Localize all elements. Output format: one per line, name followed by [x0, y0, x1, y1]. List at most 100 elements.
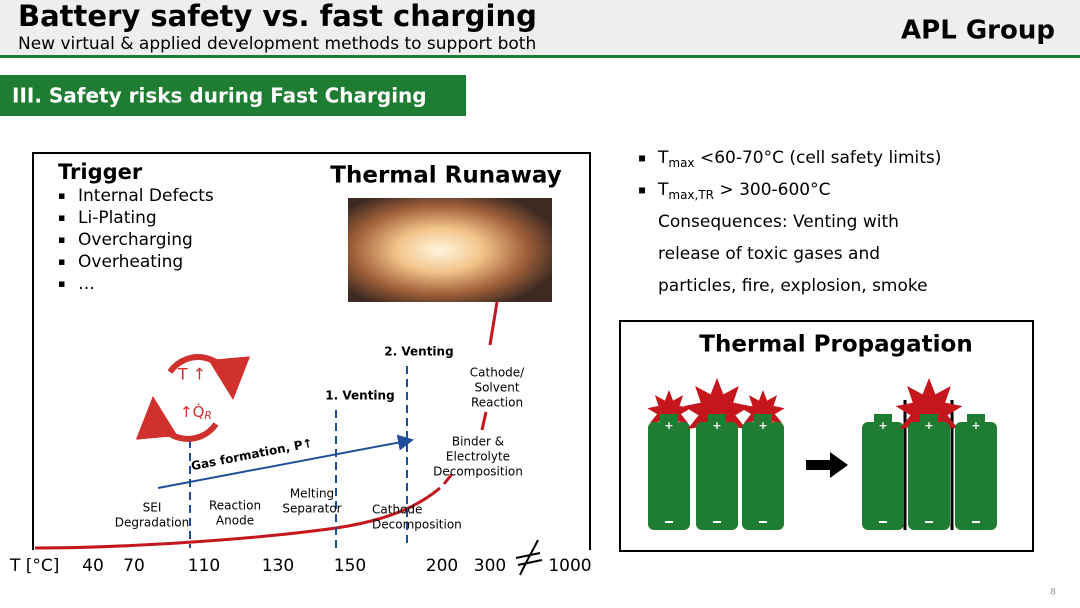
event-label: Reaction — [471, 396, 523, 410]
cell-minus — [925, 521, 933, 523]
fire-burst — [741, 390, 785, 433]
propagation-arrow — [806, 452, 848, 478]
cell-minus — [879, 521, 887, 523]
subtitle: New virtual & applied development method… — [18, 34, 536, 54]
battery-cell — [696, 422, 738, 530]
cycle-arrow — [135, 396, 219, 442]
propagation-title: Thermal Propagation — [699, 332, 972, 358]
trigger-title: Trigger — [58, 160, 143, 184]
event-label: Cathode/ — [470, 366, 525, 380]
cell-plus: + — [664, 419, 673, 432]
venting-label: 2. Venting — [384, 345, 453, 359]
limit-item: Tmax <60-70°C (cell safety limits) — [657, 148, 941, 170]
cell-cap — [967, 414, 985, 424]
gas-label: Gas formation, P↑ — [190, 436, 314, 473]
section-banner — [0, 75, 466, 116]
event-label: Separator — [282, 502, 341, 516]
axis-tick-label: 300 — [474, 556, 506, 576]
consequence-line: Consequences: Venting with — [658, 212, 899, 232]
cell-minus — [759, 521, 767, 523]
limit-rest: > 300-600°C — [714, 180, 830, 200]
fire-burst — [647, 390, 691, 433]
fire-burst — [683, 378, 751, 444]
limit-main: T — [657, 180, 669, 200]
consequence-line: release of toxic gases and — [658, 244, 880, 264]
cycle-bottom: ↑Q̇R — [180, 402, 212, 422]
event-label: Melting — [290, 487, 334, 501]
section-title: III. Safety risks during Fast Charging — [12, 84, 427, 108]
bullet: ▪ — [58, 189, 65, 202]
page-number: 8 — [1050, 588, 1056, 598]
cell-cap — [874, 414, 892, 424]
curve-dash — [480, 411, 488, 431]
title: Battery safety vs. fast charging — [18, 0, 537, 33]
cell-minus — [972, 521, 980, 523]
battery-cell — [862, 422, 904, 530]
cycle-bottom-main: ↑Q̇ — [180, 402, 204, 421]
cell-minus — [713, 521, 721, 523]
event-label: Reaction — [209, 499, 261, 513]
curve-dash — [488, 301, 499, 346]
event-label: SEI — [143, 501, 162, 515]
cell-plus: + — [971, 419, 980, 432]
axis-tick-label: 130 — [262, 556, 294, 576]
temperature-curve — [34, 486, 441, 550]
event-label: Decomposition — [372, 518, 462, 532]
header-bg — [0, 0, 1080, 55]
axis-label: T [°C] — [9, 556, 59, 576]
trigger-item: Li-Plating — [78, 208, 157, 228]
trigger-item: … — [78, 274, 95, 294]
event-label: Cathode — [372, 503, 422, 517]
battery-cell — [742, 422, 784, 530]
event-label: Degradation — [115, 516, 189, 530]
limit-sub: max,TR — [668, 188, 714, 202]
axis-break — [515, 539, 543, 576]
cell-plus: + — [924, 419, 933, 432]
propagation-frame — [619, 320, 1034, 552]
runaway-photo — [348, 198, 552, 302]
event-label: Solvent — [474, 381, 519, 395]
bullet: ▪ — [638, 183, 646, 197]
bullet: ▪ — [58, 277, 65, 290]
axis-tick-label: 1000 — [548, 556, 591, 576]
cell-plus: + — [878, 419, 887, 432]
fire-burst — [895, 378, 963, 444]
battery-cell — [908, 422, 950, 530]
cell-minus — [665, 521, 673, 523]
cell-cap — [708, 414, 726, 424]
cell-cap — [754, 414, 772, 424]
axis-tick-label: 40 — [82, 556, 104, 576]
axis-tick-label: 150 — [334, 556, 366, 576]
curve-dash — [442, 473, 454, 485]
event-label: Anode — [216, 514, 254, 528]
event-label: Binder & — [452, 435, 504, 449]
header-rule — [0, 55, 1080, 58]
event-label: Decomposition — [433, 465, 523, 479]
cycle-arrow — [167, 354, 251, 400]
limit-rest: <60-70°C (cell safety limits) — [695, 148, 942, 168]
diagram-frame — [32, 152, 591, 550]
bullet: ▪ — [58, 255, 65, 268]
battery-cell — [648, 422, 690, 530]
limit-sub: max — [668, 156, 694, 170]
axis-tick-label: 200 — [426, 556, 458, 576]
axis-tick-label: 110 — [188, 556, 220, 576]
gas-arrow — [157, 434, 414, 489]
cycle-bottom-sub: R — [204, 409, 212, 422]
bullet: ▪ — [638, 151, 646, 165]
trigger-item: Overheating — [78, 252, 183, 272]
axis-tick-label: 70 — [123, 556, 145, 576]
cell-cap — [920, 414, 938, 424]
limit-main: T — [657, 148, 669, 168]
cycle-top: T ↑ — [177, 365, 206, 384]
bullet: ▪ — [58, 233, 65, 246]
cell-plus: + — [758, 419, 767, 432]
cell-plus: + — [712, 419, 721, 432]
venting-label: 1. Venting — [325, 389, 394, 403]
trigger-item: Overcharging — [78, 230, 193, 250]
battery-cell — [955, 422, 997, 530]
logo: APL Group — [901, 16, 1055, 46]
consequence-line: particles, fire, explosion, smoke — [658, 276, 928, 296]
bullet: ▪ — [58, 211, 65, 224]
